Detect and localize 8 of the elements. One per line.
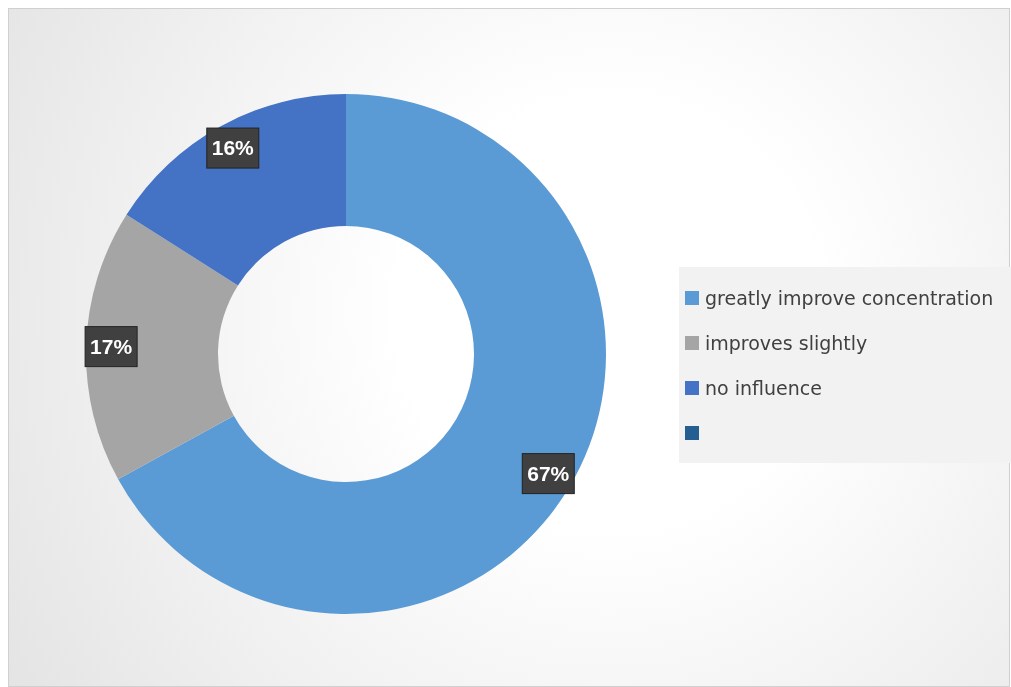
donut-slice — [86, 214, 238, 480]
legend-label: no influence — [705, 376, 822, 399]
data-label: 17% — [90, 334, 133, 358]
donut-slice — [126, 94, 346, 286]
data-label: 16% — [211, 136, 255, 160]
data-label: 67% — [527, 461, 570, 485]
legend-label: improves slightly — [705, 331, 868, 354]
legend-label: greatly improve concentration — [705, 286, 994, 309]
